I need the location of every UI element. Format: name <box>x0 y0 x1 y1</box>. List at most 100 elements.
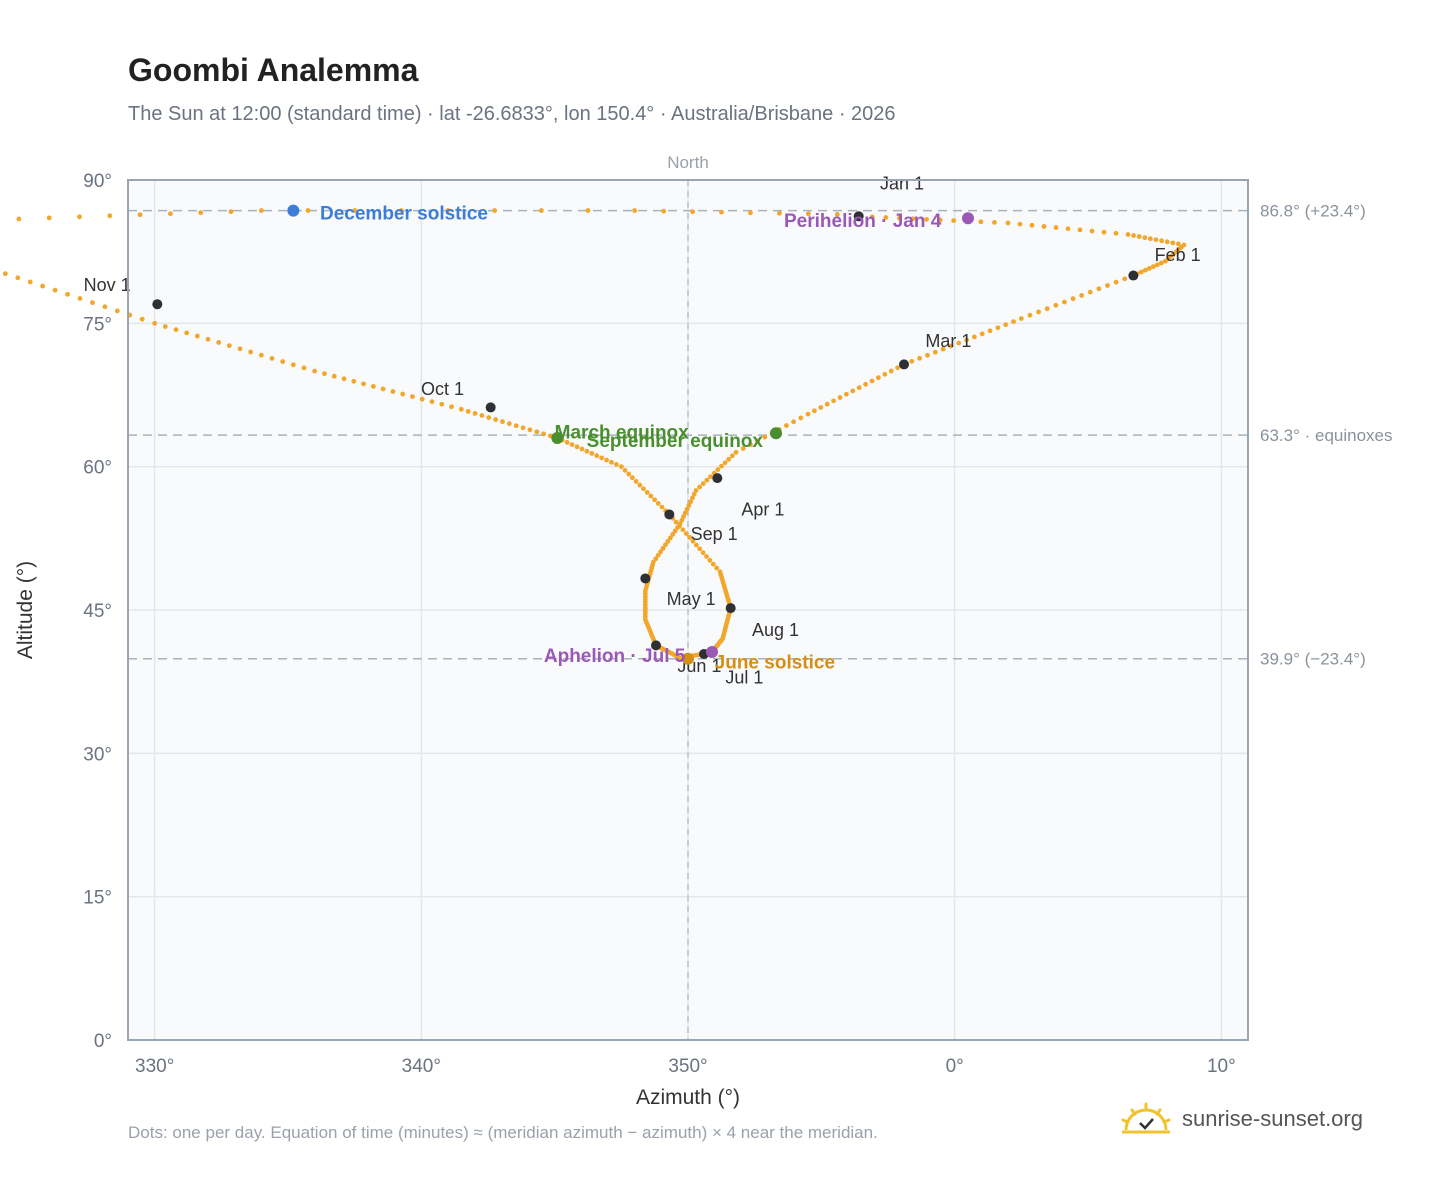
day-dot <box>152 320 158 326</box>
meridian-label: North <box>667 153 709 172</box>
brand[interactable]: sunrise-sunset.org <box>1120 1102 1363 1136</box>
event-label: Perihelion · Jan 4 <box>784 211 942 232</box>
event-label: June solstice <box>715 653 835 674</box>
day-dot <box>704 477 710 483</box>
month-dot <box>152 299 163 310</box>
day-dot <box>679 517 685 523</box>
day-dot <box>77 214 82 220</box>
x-tick-label: 340° <box>402 1056 441 1077</box>
y-tick-label: 45° <box>83 601 112 622</box>
day-dot <box>137 212 143 218</box>
month-label: Nov 1 <box>84 275 131 295</box>
day-dot <box>534 429 540 435</box>
y-axis-label: Altitude (°) <box>14 561 37 659</box>
day-dot <box>1113 279 1119 285</box>
day-dot <box>992 219 997 225</box>
day-dot <box>584 448 590 454</box>
day-dot <box>1101 229 1107 235</box>
day-dot <box>65 291 70 297</box>
day-dot <box>672 528 678 534</box>
day-dot <box>1159 238 1164 244</box>
day-dot <box>410 394 415 399</box>
day-dot <box>248 349 254 355</box>
day-dot <box>258 208 264 213</box>
day-dot <box>1079 293 1085 298</box>
day-dot <box>449 404 454 410</box>
day-dot <box>733 449 739 455</box>
day-dot <box>564 440 570 445</box>
day-dot <box>686 503 692 508</box>
day-dot <box>1062 299 1067 305</box>
day-dot <box>1170 240 1176 246</box>
day-dot <box>301 365 307 371</box>
x-tick-label: 350° <box>668 1056 707 1077</box>
day-dot <box>492 208 498 213</box>
day-dot <box>707 557 713 563</box>
day-dot <box>680 527 686 533</box>
day-dot <box>46 215 52 221</box>
day-dot <box>748 442 753 448</box>
day-dot <box>708 474 713 480</box>
day-dot <box>979 331 985 337</box>
day-dot <box>173 327 179 333</box>
day-dot <box>932 349 938 355</box>
day-dot <box>684 506 690 512</box>
day-dot <box>777 210 782 216</box>
day-dot <box>16 216 22 222</box>
month-dot <box>640 573 651 584</box>
day-dot <box>390 389 396 394</box>
day-dot <box>520 425 526 431</box>
day-dot <box>1096 286 1102 292</box>
day-dot <box>1176 241 1181 247</box>
day-dot <box>653 556 659 562</box>
day-dot <box>538 208 544 213</box>
day-dot <box>896 215 902 221</box>
day-dot <box>660 545 666 551</box>
day-dot <box>909 358 915 364</box>
y-tick-label: 90° <box>83 171 112 192</box>
month-label: Sep 1 <box>691 524 738 544</box>
day-dot <box>888 368 894 374</box>
day-dot <box>972 334 977 340</box>
day-dot <box>1003 322 1009 328</box>
day-dot <box>168 211 173 217</box>
day-dot <box>987 328 993 334</box>
y-tick-label: 30° <box>83 744 112 765</box>
day-dot <box>216 340 222 345</box>
day-dot <box>1113 230 1119 236</box>
day-dot <box>290 362 296 368</box>
day-dot <box>1146 265 1152 271</box>
day-dot <box>609 459 614 465</box>
day-dot <box>351 378 357 384</box>
month-label: Mar 1 <box>925 331 971 351</box>
event-dot <box>551 432 564 444</box>
day-dot <box>604 457 609 463</box>
day-dot <box>956 340 962 346</box>
day-dot <box>805 211 811 217</box>
month-dot <box>725 603 736 614</box>
day-dot <box>673 519 679 525</box>
day-dot <box>964 337 969 343</box>
day-dot <box>198 210 204 216</box>
day-dot <box>726 456 732 462</box>
y-tick-label: 75° <box>83 314 112 335</box>
day-dot <box>978 219 984 225</box>
day-dot <box>458 406 464 412</box>
day-dot <box>574 444 580 450</box>
month-label: Apr 1 <box>741 499 784 519</box>
day-dot <box>655 552 661 558</box>
day-dot <box>683 531 689 536</box>
day-dot <box>1005 220 1011 226</box>
month-label: Jan 1 <box>880 174 924 194</box>
day-dot <box>1153 237 1159 243</box>
day-dot <box>682 510 688 516</box>
day-dot <box>641 486 646 492</box>
reference-line-label: 63.3° · equinoxes <box>1260 426 1393 445</box>
day-dot <box>652 497 657 503</box>
day-dot <box>948 343 954 349</box>
day-dot <box>1065 226 1071 232</box>
day-dot <box>691 491 697 497</box>
chart-title: Goombi Analemma <box>128 52 419 88</box>
day-dot <box>688 499 694 505</box>
day-dot <box>940 346 946 352</box>
